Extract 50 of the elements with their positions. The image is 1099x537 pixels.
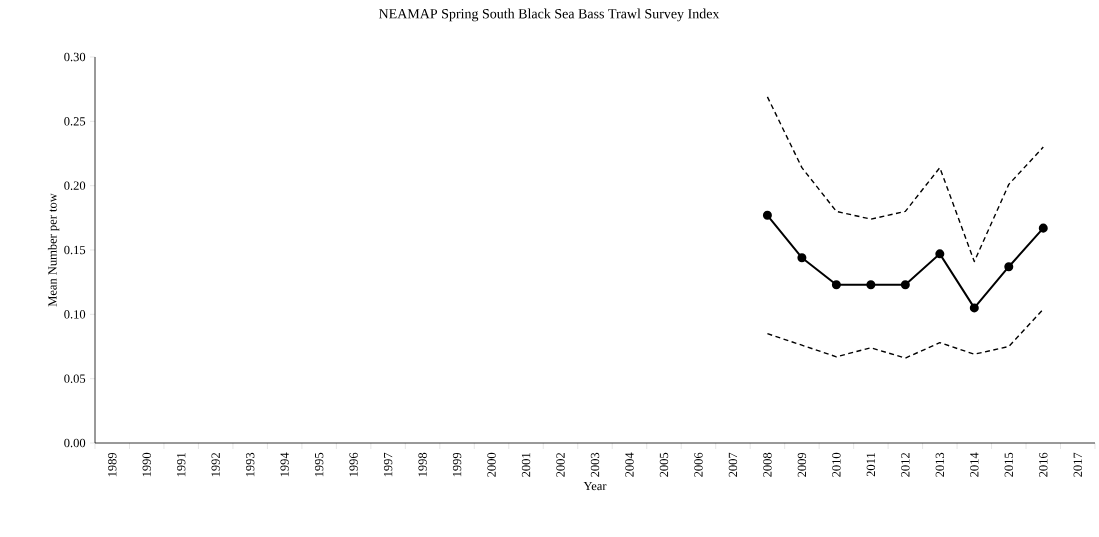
y-tick-label: 0.05 — [64, 374, 86, 383]
y-axis-title: Mean Number per tow — [47, 193, 60, 307]
x-tick-label: 2015 — [1004, 452, 1014, 477]
y-tick-label: 0.25 — [64, 117, 86, 126]
point — [900, 280, 910, 290]
x-tick-label: 1989 — [108, 452, 117, 477]
x-tick-label: 2010 — [832, 452, 841, 477]
x-tick-label: 2014 — [970, 452, 979, 477]
point — [935, 249, 945, 259]
x-tick-label: 2005 — [659, 452, 669, 477]
x-tick-label: 2001 — [521, 453, 531, 477]
x-tick-label: 1996 — [349, 452, 358, 477]
x-tick-label: 2003 — [590, 452, 600, 477]
x-tick-label: 2017 — [1073, 452, 1082, 477]
x-axis-title: Year — [583, 481, 607, 491]
x-tick-label: 2006 — [694, 452, 703, 477]
x-tick-label: 2013 — [935, 452, 945, 477]
x-tick-label: 1992 — [211, 453, 220, 477]
x-tick-label: 2012 — [901, 453, 910, 477]
line-series — [766, 96, 1044, 263]
point — [969, 303, 979, 313]
x-tick-label: 2016 — [1039, 452, 1048, 477]
x-tick-label: 1999 — [452, 452, 462, 477]
x-tick-label: 2011 — [866, 453, 876, 477]
x-tick-label: 2007 — [728, 452, 738, 477]
x-tick-label: 1995 — [314, 452, 324, 477]
y-tick-label: 0.15 — [64, 245, 86, 255]
x-tick-label: 2009 — [797, 452, 807, 477]
point — [1038, 223, 1048, 233]
y-tick-label: 0.30 — [64, 52, 86, 62]
x-tick-label: 1991 — [177, 453, 186, 477]
chart-title: NEAMAP Spring South Black Sea Bass Trawl Survey Index — [378, 8, 720, 22]
x-tick-label: 2008 — [763, 452, 772, 477]
x-tick-label: 1993 — [245, 452, 255, 477]
point — [866, 280, 876, 290]
point — [831, 280, 841, 290]
point — [762, 210, 772, 220]
point — [797, 253, 807, 263]
line-series — [766, 308, 1044, 359]
x-tick-label: 2002 — [556, 453, 565, 477]
x-tick-label: 1994 — [280, 452, 289, 477]
y-tick-label: 0.10 — [64, 310, 86, 319]
x-tick-label: 2000 — [487, 452, 496, 477]
x-tick-label: 1998 — [418, 452, 427, 477]
y-tick-label: 0.20 — [64, 181, 86, 190]
x-tick-label: 1990 — [142, 452, 151, 477]
point — [1004, 262, 1014, 272]
x-tick-label: 2004 — [625, 452, 634, 477]
y-tick-label: 0.00 — [64, 438, 86, 448]
x-tick-label: 1997 — [383, 452, 393, 477]
